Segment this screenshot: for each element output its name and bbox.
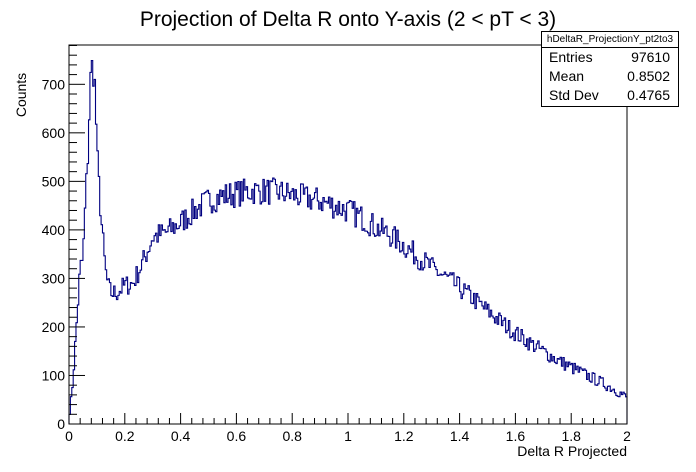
x-tick-label: 0 xyxy=(65,428,73,444)
stats-label: Mean xyxy=(549,68,585,84)
stats-value: 0.8502 xyxy=(627,68,670,84)
plot-area: 0 0.2 0.4 0.6 0.8 1 1.2 1.4 1.6 1.8 2 0 100 200 300 400… xyxy=(42,44,631,444)
stats-label: Entries xyxy=(549,49,593,65)
y-axis-label: Counts xyxy=(13,73,29,117)
x-tick-label: 1.4 xyxy=(450,428,470,444)
y-tick-label: 600 xyxy=(42,125,66,141)
y-tick-label: 300 xyxy=(42,270,66,286)
stats-row-stddev: Std Dev 0.4765 xyxy=(542,86,678,105)
y-tick-label: 200 xyxy=(42,319,66,335)
x-tick-label: 0.2 xyxy=(115,428,135,444)
y-tick-label: 400 xyxy=(42,222,66,238)
x-axis-label: Delta R Projected xyxy=(517,443,627,459)
chart-title: Projection of Delta R onto Y-axis (2 < p… xyxy=(140,8,556,31)
stats-label: Std Dev xyxy=(549,87,599,103)
x-tick-label: 0.4 xyxy=(171,428,191,444)
x-tick-label: 0.8 xyxy=(282,428,302,444)
x-tick-label: 1 xyxy=(344,428,352,444)
stats-box: hDeltaR_ProjectionY_pt2to3 Entries 97610… xyxy=(541,31,679,107)
stats-value: 97610 xyxy=(631,49,670,65)
y-tick-label: 100 xyxy=(42,367,66,383)
x-tick-label: 2 xyxy=(623,428,631,444)
x-tick-label: 0.6 xyxy=(227,428,247,444)
stats-histogram-name: hDeltaR_ProjectionY_pt2to3 xyxy=(542,32,678,48)
stats-value: 0.4765 xyxy=(627,87,670,103)
x-tick-label: 1.2 xyxy=(394,428,414,444)
stats-row-mean: Mean 0.8502 xyxy=(542,67,678,86)
x-tick-label: 1.8 xyxy=(561,428,581,444)
y-tick-label: 500 xyxy=(42,173,66,189)
y-tick-label: 0 xyxy=(57,416,65,432)
stats-row-entries: Entries 97610 xyxy=(542,48,678,67)
x-tick-label: 1.6 xyxy=(506,428,526,444)
y-tick-label: 700 xyxy=(42,76,66,92)
histogram-series-line xyxy=(68,60,628,424)
